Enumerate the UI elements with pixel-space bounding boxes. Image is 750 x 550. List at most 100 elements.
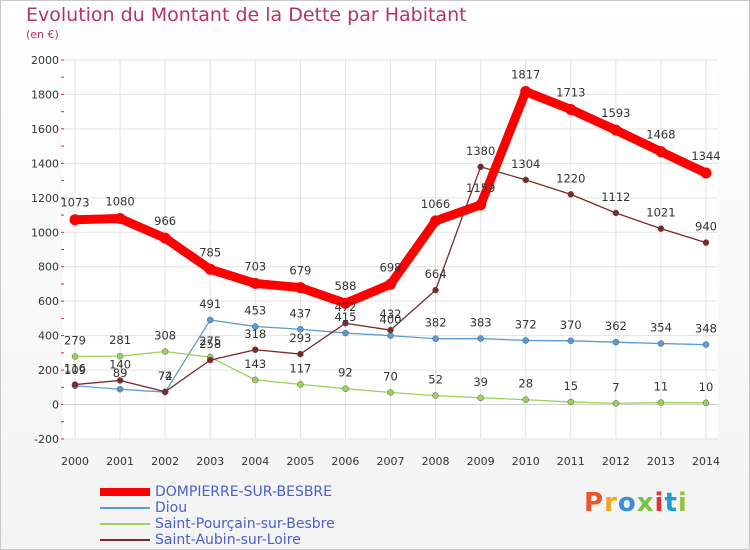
x-tick-label: 2010 [512, 455, 540, 468]
data-point [477, 163, 484, 171]
logo-letter: t [664, 488, 678, 518]
data-label: 117 [289, 361, 311, 375]
data-label: 1344 [691, 149, 720, 163]
data-label: 1713 [556, 85, 585, 99]
data-point [206, 356, 214, 364]
data-point [702, 399, 710, 407]
data-point [702, 341, 710, 348]
legend-swatch [100, 539, 150, 541]
data-label: 383 [470, 316, 492, 330]
data-point [69, 214, 81, 226]
y-tick-label: 1000 [31, 226, 59, 239]
data-label: 70 [383, 369, 398, 383]
data-label: 143 [244, 357, 266, 371]
data-point [522, 396, 529, 403]
y-tick-label: 1800 [31, 88, 59, 101]
data-label: 39 [473, 375, 488, 389]
y-tick-label: 0 [52, 399, 59, 412]
logo-letter: i [677, 488, 688, 518]
data-label: 72 [158, 369, 173, 383]
data-point [339, 297, 351, 309]
data-point [342, 385, 349, 392]
data-point [567, 337, 575, 345]
legend-label: Saint-Aubin-sur-Loire [155, 532, 301, 548]
legend-swatch [100, 523, 150, 525]
data-point [612, 338, 620, 346]
data-label: 703 [244, 259, 266, 273]
data-point [702, 239, 710, 246]
data-label: 472 [334, 300, 356, 314]
data-label: 453 [244, 304, 266, 318]
data-label: 1593 [601, 106, 630, 120]
data-label: 1380 [466, 144, 495, 158]
data-point [204, 263, 216, 275]
data-point [252, 346, 259, 354]
y-tick-label: 2000 [31, 54, 59, 67]
data-label: 275 [199, 334, 221, 348]
data-point [387, 326, 394, 334]
data-label: 432 [380, 307, 402, 321]
data-label: 354 [650, 321, 672, 335]
x-tick-label: 2009 [467, 455, 495, 468]
data-label: 318 [244, 327, 266, 341]
y-tick-label: 1600 [31, 123, 59, 136]
data-point [385, 278, 396, 290]
data-point [612, 400, 620, 407]
data-label: 28 [518, 377, 533, 391]
logo-letter: i [654, 488, 665, 518]
data-point [249, 277, 261, 289]
data-label: 7 [612, 380, 619, 394]
data-label: 1066 [421, 197, 450, 211]
data-label: 1159 [466, 181, 495, 195]
data-point [657, 399, 665, 406]
data-point [655, 146, 667, 158]
x-tick-label: 2006 [331, 455, 359, 468]
data-label: 372 [515, 317, 537, 331]
legend-label: DOMPIERRE-SUR-BESBRE [155, 484, 333, 500]
x-tick-label: 2012 [602, 455, 630, 468]
data-label: 1073 [60, 196, 89, 210]
data-point [116, 352, 124, 360]
legend-label: Diou [155, 500, 188, 516]
legend-item: Saint-Pourçain-sur-Besbre [100, 516, 360, 532]
data-label: 52 [428, 373, 443, 387]
data-point [71, 353, 79, 360]
data-point [432, 392, 439, 399]
data-point [206, 316, 214, 324]
data-point [252, 323, 259, 330]
data-point [159, 232, 171, 244]
data-point [520, 86, 532, 98]
data-point [116, 377, 124, 384]
data-point [432, 335, 439, 342]
data-label: 140 [109, 357, 131, 371]
data-point [612, 209, 620, 217]
data-point [387, 332, 394, 339]
y-tick-label: 1400 [31, 157, 59, 170]
data-label: 1112 [601, 190, 630, 204]
y-tick-label: 200 [38, 364, 59, 377]
legend-item: DOMPIERRE-SUR-BESBRE [100, 484, 360, 500]
x-tick-label: 2014 [692, 455, 720, 468]
data-label: 11 [654, 380, 669, 394]
data-point [432, 286, 439, 294]
data-label: 293 [289, 331, 311, 345]
data-label: 1021 [646, 206, 675, 220]
data-point [161, 388, 169, 396]
data-point [477, 394, 484, 402]
data-label: 966 [154, 214, 176, 228]
data-point [297, 381, 304, 388]
data-label: 1304 [511, 157, 540, 171]
data-point [387, 389, 394, 396]
data-point [342, 319, 349, 327]
data-point [567, 191, 575, 198]
data-point [252, 376, 259, 384]
data-label: 74 [158, 369, 173, 383]
data-label: 308 [154, 328, 176, 342]
y-tick-label: 400 [38, 330, 59, 343]
data-label: 437 [289, 306, 311, 320]
data-label: 491 [199, 297, 221, 311]
x-tick-label: 2005 [286, 455, 314, 468]
chart-title: Evolution du Montant de la Dette par Hab… [26, 4, 467, 26]
data-label: 1220 [556, 171, 585, 185]
